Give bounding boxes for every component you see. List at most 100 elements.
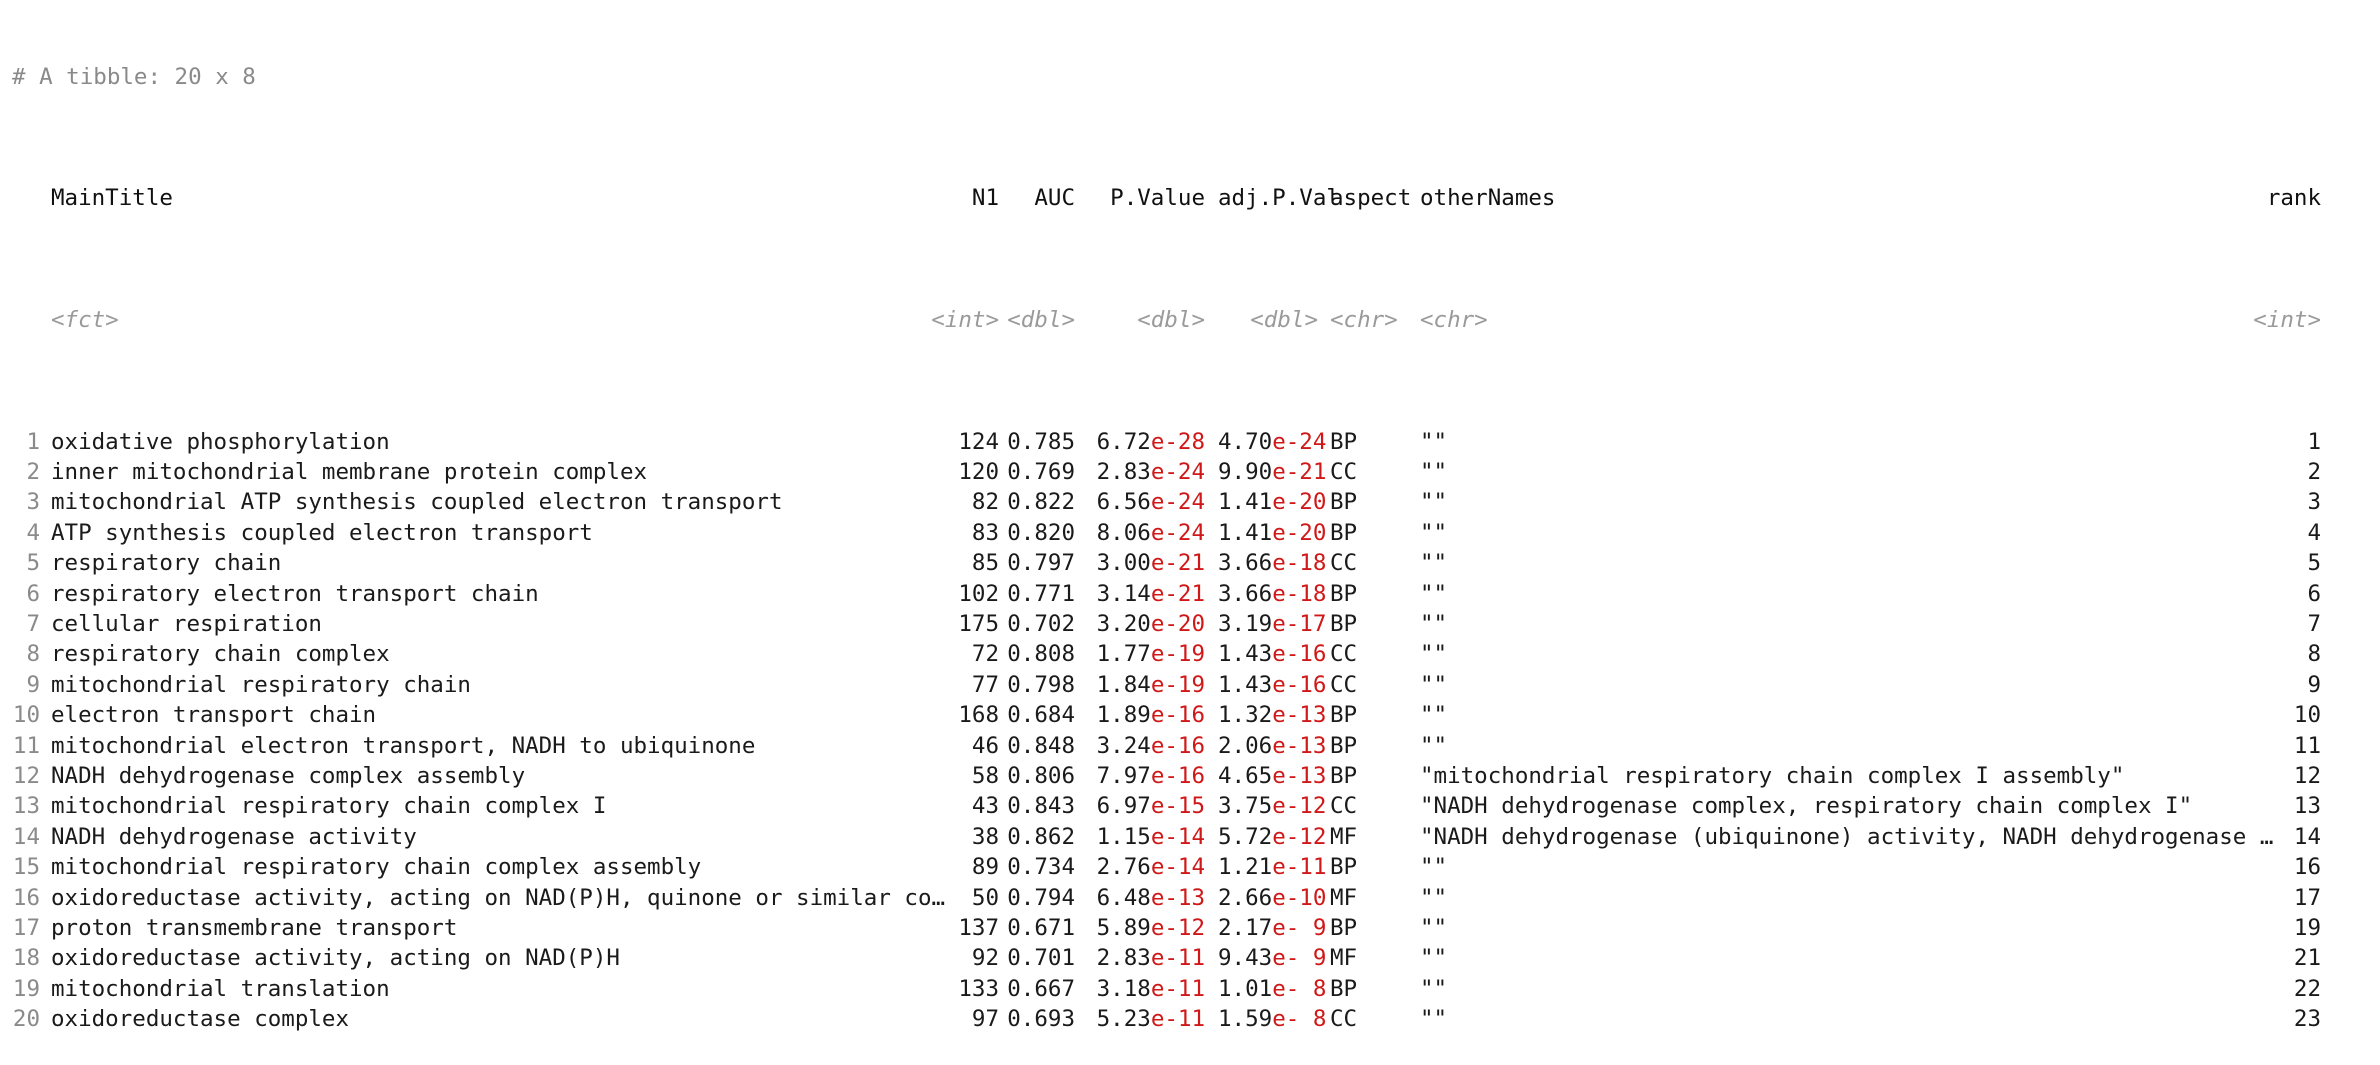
cell-aspect: BP: [1330, 702, 1358, 729]
cell-rank: 17: [2293, 884, 2321, 911]
cell-maintitle: respiratory chain complex: [51, 641, 390, 668]
cell-aspect: MF: [1330, 945, 1358, 972]
cell-aspect: BP: [1330, 519, 1358, 546]
pvalue-exponent: e-15: [1150, 793, 1205, 820]
cell-auc: 0.684: [1007, 702, 1075, 729]
cell-pvalue: 3.00e-21: [1090, 548, 1205, 578]
row-index: 9: [26, 671, 40, 698]
adjpval-mantissa: 3.75: [1218, 793, 1273, 820]
cell-aspect: CC: [1330, 671, 1358, 698]
pvalue-exponent: e-13: [1150, 884, 1205, 911]
cell-othernames: "": [1420, 428, 1448, 455]
cell-adjpval: 1.41e-20: [1218, 487, 1326, 517]
cell-adjpval: 1.01e- 8: [1218, 974, 1326, 1004]
tibble-comment-line: # A tibble: 20 x 8: [0, 62, 2380, 92]
cell-othernames: "": [1420, 489, 1448, 516]
adjpval-exponent: e- 8: [1272, 1006, 1327, 1033]
cell-maintitle: NADH dehydrogenase activity: [51, 823, 417, 850]
row-index: 1: [26, 428, 40, 455]
table-row: 16 oxidoreductase activity, acting on NAD…: [0, 883, 2380, 913]
cell-othernames: "": [1420, 975, 1448, 1002]
table-row: 17 proton transmembrane transport 137 0.671…: [0, 913, 2380, 943]
adjpval-exponent: e-13: [1272, 702, 1327, 729]
adjpval-mantissa: 2.06: [1218, 732, 1273, 759]
cell-auc: 0.797: [1007, 550, 1075, 577]
cell-aspect: BP: [1330, 580, 1358, 607]
cell-aspect: CC: [1330, 1006, 1358, 1033]
adjpval-mantissa: 9.90: [1218, 459, 1273, 486]
pvalue-exponent: e-14: [1150, 823, 1205, 850]
cell-othernames: "": [1420, 641, 1448, 668]
cell-auc: 0.806: [1007, 762, 1075, 789]
cell-maintitle: mitochondrial respiratory chain complex …: [51, 854, 702, 881]
cell-pvalue: 6.72e-28: [1090, 427, 1205, 457]
header-rank: rank: [2266, 185, 2321, 212]
adjpval-mantissa: 1.59: [1218, 1006, 1273, 1033]
cell-othernames: "mitochondrial respiratory chain complex…: [1420, 762, 2125, 789]
tibble-comment: # A tibble: 20 x 8: [12, 63, 256, 90]
pvalue-exponent: e-28: [1150, 428, 1205, 455]
pvalue-mantissa: 2.83: [1096, 945, 1151, 972]
adjpval-mantissa: 9.43: [1218, 945, 1273, 972]
pvalue-exponent: e-24: [1150, 519, 1205, 546]
header-aspect: aspect: [1330, 185, 1412, 212]
adjpval-exponent: e-20: [1272, 489, 1327, 516]
pvalue-exponent: e-19: [1150, 641, 1205, 668]
cell-aspect: BP: [1330, 762, 1358, 789]
pvalue-mantissa: 6.48: [1096, 884, 1151, 911]
row-index: 15: [12, 854, 40, 881]
cell-maintitle: mitochondrial respiratory chain: [51, 671, 471, 698]
pvalue-mantissa: 3.20: [1096, 610, 1151, 637]
cell-n1: 175: [958, 610, 999, 637]
cell-rank: 5: [2307, 550, 2321, 577]
cell-aspect: BP: [1330, 610, 1358, 637]
cell-rank: 8: [2307, 641, 2321, 668]
cell-rank: 16: [2293, 854, 2321, 881]
cell-pvalue: 3.14e-21: [1090, 579, 1205, 609]
type-aspect: <chr>: [1330, 307, 1398, 334]
cell-othernames: "": [1420, 945, 1448, 972]
cell-aspect: MF: [1330, 884, 1358, 911]
adjpval-exponent: e-18: [1272, 550, 1327, 577]
cell-adjpval: 9.90e-21: [1218, 457, 1326, 487]
cell-othernames: "NADH dehydrogenase (ubiquinone) activit…: [1420, 823, 2274, 850]
row-index: 16: [12, 884, 40, 911]
adjpval-exponent: e-12: [1272, 793, 1327, 820]
cell-pvalue: 2.83e-11: [1090, 943, 1205, 973]
cell-n1: 92: [971, 945, 999, 972]
cell-rank: 3: [2307, 489, 2321, 516]
adjpval-exponent: e-18: [1272, 580, 1327, 607]
pvalue-mantissa: 3.14: [1096, 580, 1151, 607]
cell-pvalue: 1.77e-19: [1090, 639, 1205, 669]
cell-auc: 0.769: [1007, 459, 1075, 486]
pvalue-mantissa: 1.15: [1096, 823, 1151, 850]
cell-pvalue: 3.24e-16: [1090, 731, 1205, 761]
row-index: 19: [12, 975, 40, 1002]
table-row: 18 oxidoreductase activity, acting on NAD…: [0, 943, 2380, 973]
pvalue-exponent: e-11: [1150, 975, 1205, 1002]
cell-aspect: CC: [1330, 459, 1358, 486]
type-n1: <int>: [931, 307, 999, 334]
cell-n1: 97: [971, 1006, 999, 1033]
cell-pvalue: 1.15e-14: [1090, 822, 1205, 852]
cell-n1: 102: [958, 580, 999, 607]
cell-auc: 0.822: [1007, 489, 1075, 516]
cell-maintitle: electron transport chain: [51, 702, 377, 729]
cell-rank: 13: [2293, 793, 2321, 820]
cell-othernames: "": [1420, 854, 1448, 881]
pvalue-exponent: e-19: [1150, 671, 1205, 698]
cell-maintitle: inner mitochondrial membrane protein com…: [51, 459, 648, 486]
adjpval-mantissa: 2.17: [1218, 914, 1273, 941]
cell-auc: 0.693: [1007, 1006, 1075, 1033]
cell-othernames: "": [1420, 580, 1448, 607]
adjpval-exponent: e-24: [1272, 428, 1327, 455]
cell-pvalue: 6.97e-15: [1090, 791, 1205, 821]
cell-maintitle: mitochondrial ATP synthesis coupled elec…: [51, 489, 783, 516]
cell-n1: 58: [971, 762, 999, 789]
cell-pvalue: 1.89e-16: [1090, 700, 1205, 730]
pvalue-mantissa: 3.00: [1096, 550, 1151, 577]
cell-n1: 83: [971, 519, 999, 546]
adjpval-exponent: e-10: [1272, 884, 1327, 911]
cell-pvalue: 7.97e-16: [1090, 761, 1205, 791]
cell-n1: 168: [958, 702, 999, 729]
